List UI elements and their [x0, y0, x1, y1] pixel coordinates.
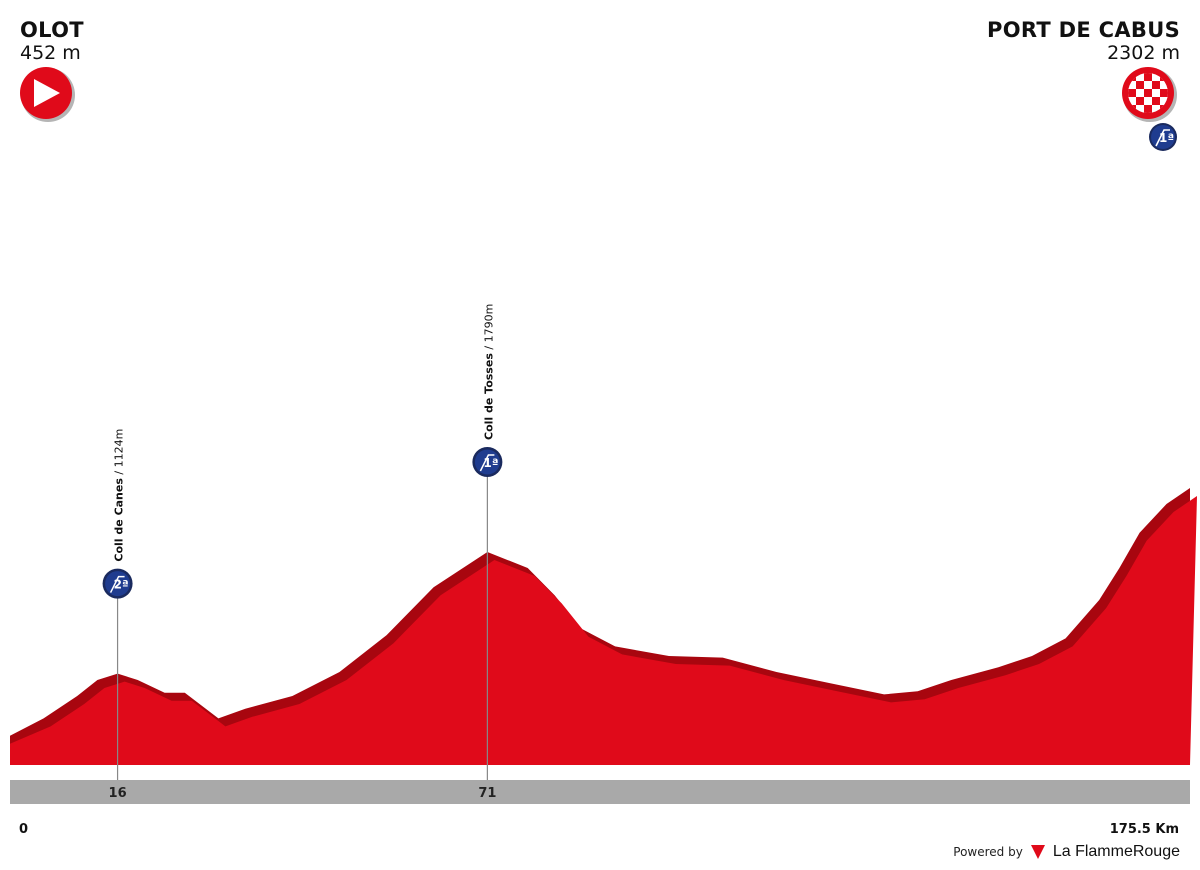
climb-altitude: 1124m [113, 429, 126, 468]
finish-category-badge-icon: 1ª [1149, 123, 1177, 151]
climb-category-label: 1ª [483, 456, 498, 470]
powered-by-label: Powered by [953, 845, 1023, 859]
climb-altitude: 1790m [482, 304, 495, 343]
finish-altitude: 2302 m [1107, 42, 1180, 64]
climb-name-label: Coll de Canes / 1124m [113, 429, 126, 562]
climb-name-label: Coll de Tosses / 1790m [482, 304, 495, 440]
axis-start-label: 0 [19, 822, 29, 837]
start-town-name: OLOT [20, 18, 84, 42]
profile-edge [10, 488, 1190, 765]
climb-name: Coll de Canes [113, 478, 126, 562]
km-axis-band [10, 780, 1190, 804]
start-arrow-icon [20, 67, 75, 122]
start-altitude: 452 m [20, 42, 81, 64]
axis-end-label: 175.5 Km [1109, 822, 1179, 837]
climb-category-label: 2ª [114, 578, 129, 592]
climb-badge-arrow [479, 454, 495, 472]
finish-category-badge-label: 1ª [1159, 131, 1174, 145]
climb-marker: 1ª Coll de Tosses / 1790m 71 [472, 304, 503, 801]
footer-credit: Powered by La FlammeRouge [953, 843, 1180, 861]
climb-badge-arrow [109, 575, 125, 593]
finish-town-name: PORT DE CABUS [987, 18, 1180, 42]
climb-marker: 2ª Coll de Canes / 1124m 16 [102, 429, 133, 801]
climb-km-label: 16 [109, 786, 127, 801]
climb-label-separator: / [482, 342, 495, 353]
profile-area [10, 496, 1197, 765]
climb-name: Coll de Tosses [482, 353, 495, 440]
climb-label-separator: / [113, 467, 126, 478]
brand-label: La FlammeRouge [1052, 843, 1180, 860]
flamme-rouge-logo-icon [1030, 845, 1045, 859]
finish-flag-icon [1122, 67, 1177, 122]
climb-km-label: 71 [478, 786, 496, 801]
